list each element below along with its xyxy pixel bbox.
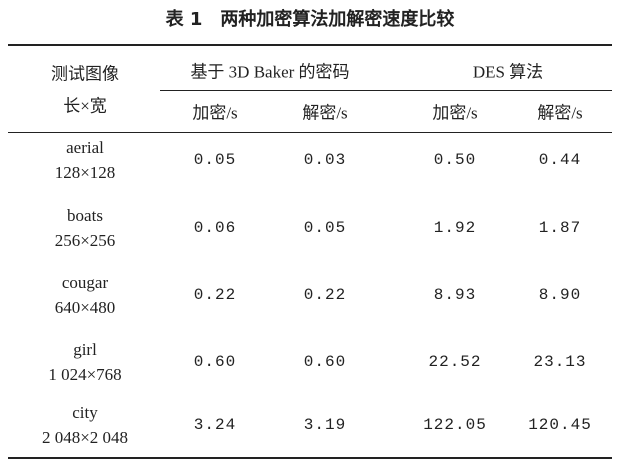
- header-cell: 测试图像: [51, 64, 119, 84]
- cell-value: 1.87: [538, 219, 582, 237]
- group-header: 基于 3D Baker 的密码: [190, 62, 350, 82]
- image-size: 256×256: [54, 231, 116, 250]
- sub-header: 解密/s: [302, 103, 348, 123]
- cell-value: 0.06: [193, 219, 237, 237]
- table-title: 表 1 两种加密算法加解密速度比较: [165, 9, 455, 30]
- cell-value: 8.90: [538, 286, 582, 304]
- image-size: 640×480: [54, 298, 116, 317]
- cell-value: 22.52: [428, 353, 482, 371]
- image-name: city: [72, 403, 98, 422]
- group-rule: [160, 90, 612, 91]
- image-name: boats: [67, 206, 103, 225]
- cell-value: 0.05: [303, 219, 347, 237]
- image-size: 2 048×2 048: [41, 428, 129, 447]
- image-size: 1 024×768: [48, 365, 122, 384]
- cell-value: 0.22: [193, 286, 237, 304]
- sub-header: 加密/s: [192, 103, 238, 123]
- cell-value: 3.19: [303, 416, 347, 434]
- image-name: aerial: [66, 138, 104, 157]
- header-cell: 长×宽: [63, 96, 107, 116]
- cell-value: 0.03: [303, 151, 347, 169]
- group-header: DES 算法: [472, 62, 544, 82]
- cell-value: 8.93: [433, 286, 477, 304]
- cell-value: 0.60: [303, 353, 347, 371]
- sub-header: 解密/s: [537, 103, 583, 123]
- image-name: girl: [73, 340, 97, 359]
- image-size: 128×128: [54, 163, 116, 182]
- cell-value: 0.05: [193, 151, 237, 169]
- header-rule: [8, 132, 612, 133]
- cell-value: 0.44: [538, 151, 582, 169]
- sub-header: 加密/s: [432, 103, 478, 123]
- cell-value: 1.92: [433, 219, 477, 237]
- cell-value: 0.50: [433, 151, 477, 169]
- cell-value: 23.13: [533, 353, 587, 371]
- cell-value: 3.24: [193, 416, 237, 434]
- cell-value: 120.45: [528, 416, 592, 434]
- top-rule: [8, 44, 612, 46]
- image-name: cougar: [61, 273, 109, 292]
- cell-value: 0.22: [303, 286, 347, 304]
- cell-value: 0.60: [193, 353, 237, 371]
- bottom-rule: [8, 457, 612, 459]
- cell-value: 122.05: [423, 416, 487, 434]
